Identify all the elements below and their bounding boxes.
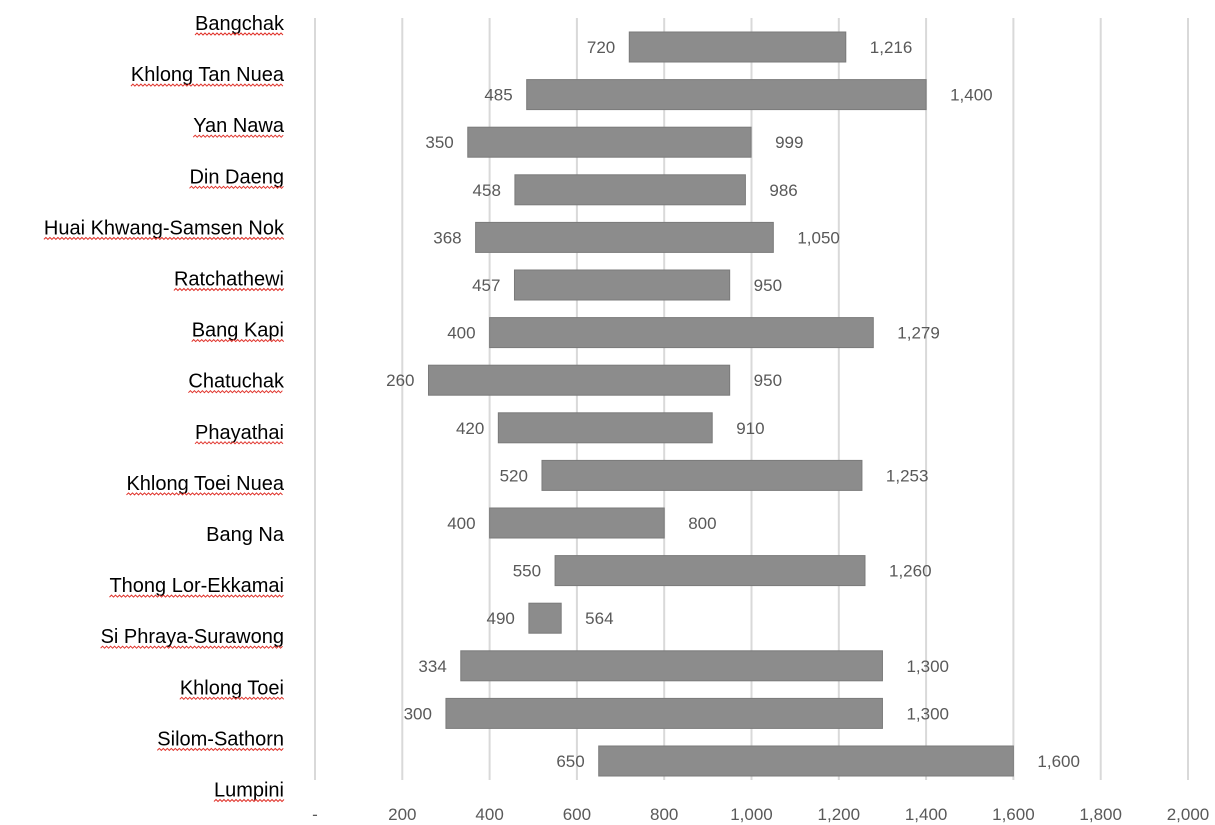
category-label: Khlong Toei <box>180 677 284 699</box>
x-tick-label: 200 <box>388 805 416 824</box>
spellcheck-squiggle <box>100 645 283 649</box>
high-value-label: 950 <box>754 371 782 390</box>
x-tick-label: 1,200 <box>818 805 861 824</box>
spellcheck-squiggle <box>179 696 285 701</box>
bar-13 <box>460 650 883 682</box>
bar-3 <box>514 174 746 206</box>
category-label: Khlong Tan Nuea <box>131 64 285 86</box>
high-value-label: 800 <box>688 514 716 533</box>
low-value-label: 400 <box>447 514 475 533</box>
low-value-label: 520 <box>500 466 528 485</box>
low-value-label: 457 <box>472 276 500 295</box>
category-label: Bang Kapi <box>192 320 284 342</box>
spellcheck-squiggle <box>213 798 285 803</box>
x-tick-label: 1,000 <box>730 805 773 824</box>
spellcheck-squiggle <box>194 441 284 445</box>
category-label: Chatuchak <box>188 371 285 393</box>
high-value-label: 986 <box>769 181 797 200</box>
bar-14 <box>445 697 883 729</box>
data-labels: 720 1,216 485 1,400 350 999 458 986 368 1,050 457 9… <box>386 38 1080 771</box>
low-value-label: 368 <box>433 228 461 247</box>
high-value-label: 1,260 <box>889 562 932 581</box>
bar-1 <box>526 79 927 111</box>
category-label: Ratchathewi <box>174 269 284 291</box>
x-tick-label: 600 <box>563 805 591 824</box>
bar-12 <box>528 602 562 634</box>
category-label: Bang Na <box>206 524 285 546</box>
spellcheck-squiggle <box>126 492 283 496</box>
high-value-label: 1,300 <box>906 704 949 723</box>
bar-9 <box>541 459 863 491</box>
category-label: Bangchak <box>195 13 285 35</box>
low-value-label: 300 <box>404 704 432 723</box>
high-value-label: 999 <box>775 133 803 152</box>
bar-4 <box>475 221 774 253</box>
x-axis-tick-labels: - 200 400 600 800 1,000 1,200 1,400 1,600 1,800 2,… <box>312 805 1209 824</box>
x-tick-label: 2,000 <box>1167 805 1210 824</box>
bar-2 <box>467 126 752 158</box>
high-value-label: 1,279 <box>897 324 940 343</box>
bar-10 <box>489 507 665 539</box>
spellcheck-squiggle <box>43 236 285 241</box>
bar-6 <box>489 317 874 349</box>
bar-5 <box>513 269 731 301</box>
spellcheck-squiggle <box>192 134 284 138</box>
low-value-label: 420 <box>456 419 484 438</box>
low-value-label: 334 <box>418 657 446 676</box>
category-label: Yan Nawa <box>193 115 285 137</box>
bar-7 <box>427 364 731 396</box>
high-value-label: 1,400 <box>950 86 993 105</box>
category-labels: Bangchak Khlong Tan Nuea Yan Nawa Din Daeng… <box>43 13 285 803</box>
low-value-label: 490 <box>487 609 515 628</box>
low-value-label: 400 <box>447 324 475 343</box>
x-tick-label: 1,800 <box>1079 805 1122 824</box>
x-tick-label: 800 <box>650 805 678 824</box>
high-value-label: 950 <box>754 276 782 295</box>
high-value-label: 564 <box>585 609 613 628</box>
low-value-label: 550 <box>513 562 541 581</box>
spellcheck-squiggle <box>188 389 283 394</box>
high-value-label: 1,216 <box>870 38 913 57</box>
category-label: Si Phraya-Surawong <box>101 626 284 648</box>
spellcheck-squiggle <box>191 338 285 343</box>
category-label: Khlong Toei Nuea <box>126 473 284 495</box>
x-tick-label: 1,400 <box>905 805 948 824</box>
bars <box>427 31 1014 777</box>
category-label: Din Daeng <box>189 166 284 188</box>
high-value-label: 1,300 <box>906 657 949 676</box>
low-value-label: 350 <box>425 133 453 152</box>
low-value-label: 458 <box>473 181 501 200</box>
x-tick-label: - <box>312 805 318 824</box>
category-label: Phayathai <box>195 422 284 444</box>
spellcheck-squiggle <box>156 747 284 752</box>
low-value-label: 650 <box>556 752 584 771</box>
bar-0 <box>628 31 847 63</box>
bar-11 <box>554 555 866 587</box>
high-value-label: 1,253 <box>886 466 929 485</box>
low-value-label: 720 <box>587 38 615 57</box>
high-value-label: 1,600 <box>1037 752 1080 771</box>
category-label: Huai Khwang-Samsen Nok <box>44 217 285 239</box>
x-tick-label: 1,600 <box>992 805 1035 824</box>
bar-15 <box>598 745 1014 777</box>
spellcheck-squiggle <box>189 185 284 190</box>
low-value-label: 485 <box>484 86 512 105</box>
high-value-label: 910 <box>736 419 764 438</box>
high-value-label: 1,050 <box>797 228 840 247</box>
category-label: Lumpini <box>214 780 284 802</box>
bar-8 <box>497 412 713 444</box>
spellcheck-squiggle <box>194 32 284 36</box>
spellcheck-squiggle <box>130 83 284 87</box>
category-label: Thong Lor-Ekkamai <box>109 575 284 597</box>
spellcheck-squiggle <box>173 287 285 292</box>
category-label: Silom-Sathorn <box>157 728 284 750</box>
spellcheck-squiggle <box>109 594 284 598</box>
x-tick-label: 400 <box>475 805 503 824</box>
low-value-label: 260 <box>386 371 414 390</box>
